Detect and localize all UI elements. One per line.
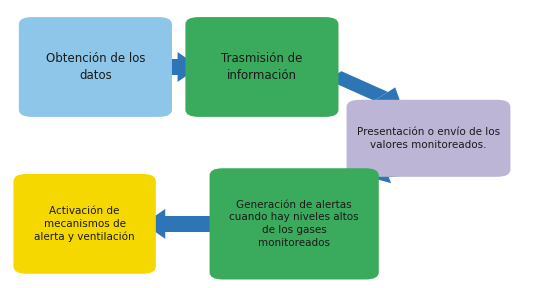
Text: Trasmisión de
información: Trasmisión de información [221, 52, 302, 82]
FancyBboxPatch shape [14, 174, 156, 274]
Text: Presentación o envío de los
valores monitoreados.: Presentación o envío de los valores moni… [357, 127, 500, 150]
Polygon shape [178, 52, 199, 82]
Polygon shape [360, 160, 391, 183]
FancyBboxPatch shape [19, 17, 172, 117]
Polygon shape [367, 87, 402, 105]
Polygon shape [328, 71, 388, 101]
Polygon shape [159, 59, 178, 75]
Text: Obtención de los
datos: Obtención de los datos [46, 52, 145, 82]
Polygon shape [384, 164, 412, 177]
Polygon shape [144, 209, 165, 239]
FancyBboxPatch shape [185, 17, 339, 117]
FancyBboxPatch shape [210, 168, 379, 279]
Text: Generación de alertas
cuando hay niveles altos
de los gases
monitoreados: Generación de alertas cuando hay niveles… [230, 200, 359, 248]
Text: Activación de
mecanismos de
alerta y ventilación: Activación de mecanismos de alerta y ven… [35, 206, 135, 242]
Polygon shape [165, 216, 221, 232]
FancyBboxPatch shape [347, 100, 510, 177]
